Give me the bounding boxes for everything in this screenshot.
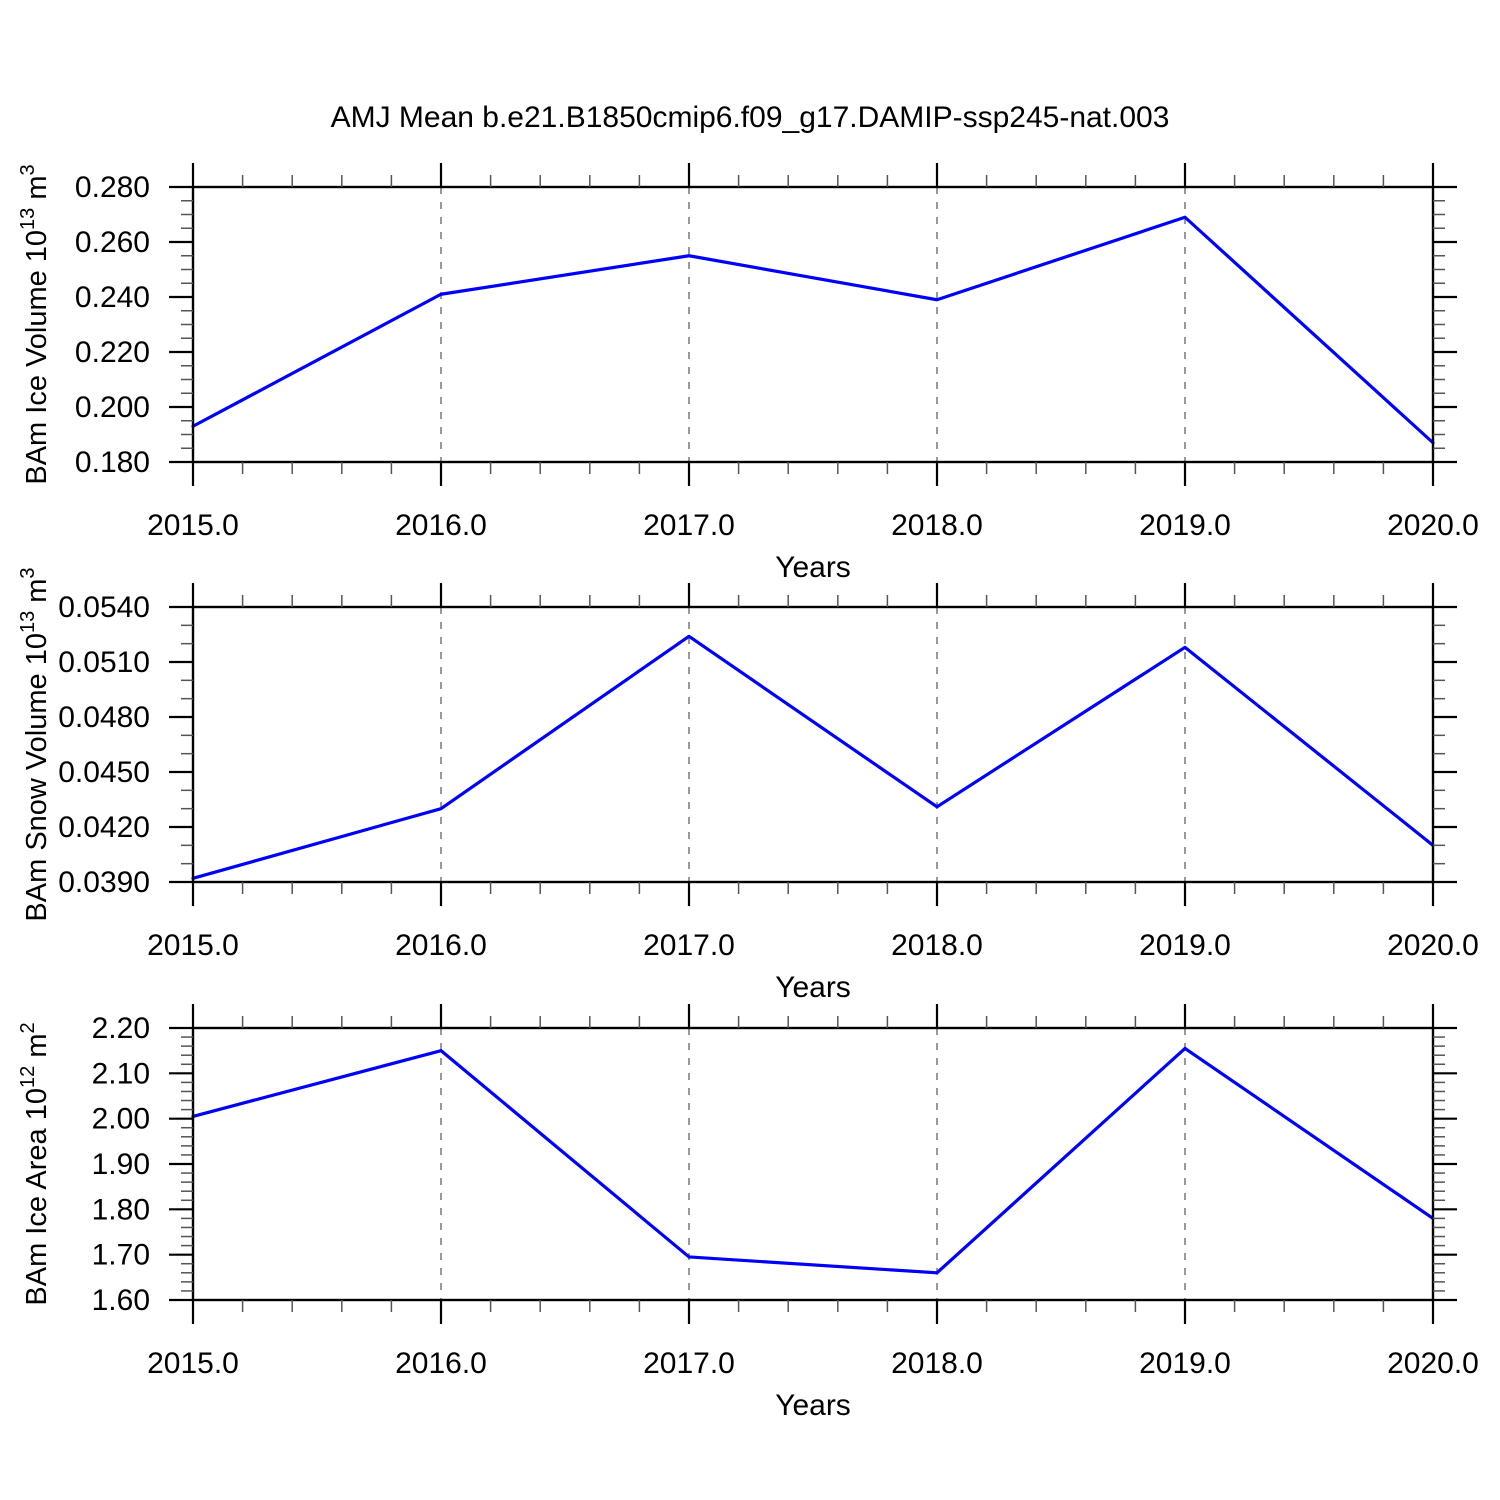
y-tick-label: 0.260	[75, 226, 150, 259]
x-tick-label: 2018.0	[891, 1347, 983, 1380]
x-tick-label: 2016.0	[395, 1347, 487, 1380]
x-axis-title: Years	[775, 971, 851, 1004]
y-tick-label: 0.0510	[58, 646, 150, 679]
chart-panel-bam-ice-area: 2015.0 2016.0 2017.0 2018.0 2019.0 2020.0 1.60…	[17, 1004, 1479, 1422]
x-tick-label: 2015.0	[147, 929, 239, 962]
x-tick-label: 2017.0	[643, 509, 735, 542]
y-tick-label: 2.20	[92, 1012, 150, 1045]
x-tick-label: 2017.0	[643, 929, 735, 962]
x-tick-label: 2020.0	[1387, 1347, 1479, 1380]
y-tick-label: 1.60	[92, 1284, 150, 1317]
y-tick-label: 0.280	[75, 171, 150, 204]
y-axis-title: BAm Ice Volume 1013 m3	[17, 164, 53, 484]
plot-frame	[191, 605, 1435, 884]
x-tick-label: 2020.0	[1387, 509, 1479, 542]
y-tick-label: 1.80	[92, 1193, 150, 1226]
x-tick-label: 2015.0	[147, 509, 239, 542]
y-tick-label: 0.180	[75, 446, 150, 479]
chart-panel-bam-snow-volume: 2015.0 2016.0 2017.0 2018.0 2019.0 2020.0 0.03…	[17, 567, 1479, 1004]
x-tick-label: 2019.0	[1139, 1347, 1231, 1380]
y-tick-label: 1.90	[92, 1148, 150, 1181]
x-tick-label: 2018.0	[891, 929, 983, 962]
x-tick-label: 2015.0	[147, 1347, 239, 1380]
x-tick-label: 2016.0	[395, 929, 487, 962]
y-tick-label: 0.0390	[58, 866, 150, 899]
y-tick-label: 2.10	[92, 1057, 150, 1090]
chart-panel-bam-ice-volume: 2015.0 2016.0 2017.0 2018.0 2019.0 2020.0 0.18…	[17, 163, 1479, 584]
x-tick-label: 2020.0	[1387, 929, 1479, 962]
y-tick-label: 0.200	[75, 391, 150, 424]
data-line-bam-snow-volume	[191, 634, 1435, 880]
x-axis-title: Years	[775, 1389, 851, 1422]
plot-frame	[191, 1026, 1435, 1302]
y-tick-label: 2.00	[92, 1103, 150, 1136]
y-tick-label: 1.70	[92, 1239, 150, 1272]
x-tick-label: 2019.0	[1139, 929, 1231, 962]
x-tick-label: 2019.0	[1139, 509, 1231, 542]
y-tick-label: 0.240	[75, 281, 150, 314]
chart-title: AMJ Mean b.e21.B1850cmip6.f09_g17.DAMIP-…	[330, 101, 1170, 134]
data-line-bam-ice-area	[191, 1046, 1435, 1275]
plot-frame	[191, 185, 1435, 464]
x-axis-title: Years	[775, 551, 851, 584]
y-tick-label: 0.0420	[58, 811, 150, 844]
data-line-bam-ice-volume	[191, 215, 1435, 445]
y-tick-label: 0.0540	[58, 591, 150, 624]
y-axis-title: BAm Snow Volume 1013 m3	[17, 567, 53, 921]
y-tick-label: 0.220	[75, 336, 150, 369]
y-tick-label: 0.0450	[58, 756, 150, 789]
y-axis-title: BAm Ice Area 1012 m2	[17, 1022, 53, 1305]
x-tick-label: 2017.0	[643, 1347, 735, 1380]
x-tick-label: 2016.0	[395, 509, 487, 542]
x-tick-label: 2018.0	[891, 509, 983, 542]
y-tick-label: 0.0480	[58, 701, 150, 734]
